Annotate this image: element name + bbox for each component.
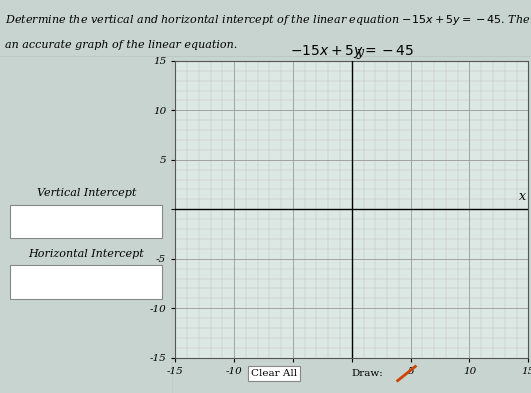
Text: Vertical Intercept: Vertical Intercept (37, 188, 136, 198)
Text: Horizontal Intercept: Horizontal Intercept (29, 249, 144, 259)
Text: x: x (519, 190, 526, 203)
Text: Determine the vertical and horizontal intercept of the linear equation $-15x+5y=: Determine the vertical and horizontal in… (5, 13, 531, 27)
Text: an accurate graph of the linear equation.: an accurate graph of the linear equation… (5, 40, 237, 50)
FancyBboxPatch shape (11, 205, 162, 239)
Text: Draw:: Draw: (352, 369, 383, 378)
Text: Clear All: Clear All (251, 369, 297, 378)
FancyBboxPatch shape (11, 265, 162, 299)
Title: $-15x+5y=-45$: $-15x+5y=-45$ (290, 43, 414, 61)
Text: y: y (356, 46, 364, 59)
